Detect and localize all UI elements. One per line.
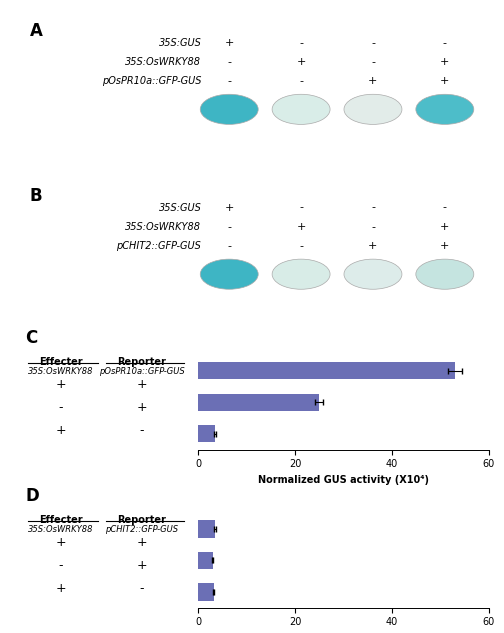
Text: 35S:OsWRKY88: 35S:OsWRKY88 (28, 525, 94, 534)
Text: +: + (55, 377, 66, 391)
Text: -: - (227, 222, 231, 232)
Text: 35S:GUS: 35S:GUS (159, 203, 202, 213)
Text: +: + (296, 222, 306, 232)
Bar (198, 520, 215, 537)
Text: -: - (227, 77, 231, 86)
Text: Reporter: Reporter (117, 357, 166, 367)
Ellipse shape (344, 259, 402, 289)
Text: +: + (440, 222, 450, 232)
Ellipse shape (416, 259, 474, 289)
Text: pCHIT2::GFP-GUS: pCHIT2::GFP-GUS (105, 525, 178, 534)
Text: +: + (368, 77, 377, 86)
Text: +: + (296, 57, 306, 67)
Text: +: + (440, 241, 450, 251)
Text: +: + (55, 582, 66, 595)
Text: B: B (30, 187, 42, 205)
Text: +: + (55, 424, 66, 437)
Text: A: A (30, 22, 43, 41)
Text: pOsPR10a::GFP-GUS: pOsPR10a::GFP-GUS (99, 367, 184, 376)
Text: C: C (25, 329, 37, 347)
Text: -: - (299, 37, 303, 47)
Text: D: D (25, 487, 39, 505)
Bar (198, 394, 319, 411)
Text: -: - (139, 582, 144, 595)
Text: +: + (224, 203, 234, 213)
Text: -: - (299, 203, 303, 213)
Ellipse shape (344, 94, 402, 125)
Text: -: - (371, 57, 375, 67)
Text: +: + (136, 536, 147, 549)
Text: +: + (224, 37, 234, 47)
Text: 35S:OsWRKY88: 35S:OsWRKY88 (125, 222, 202, 232)
Text: -: - (227, 57, 231, 67)
Text: -: - (299, 77, 303, 86)
Text: +: + (136, 401, 147, 414)
Text: -: - (58, 401, 63, 414)
Text: -: - (371, 37, 375, 47)
Ellipse shape (272, 94, 330, 125)
Ellipse shape (272, 259, 330, 289)
Text: -: - (371, 203, 375, 213)
Bar (198, 425, 215, 442)
Text: 35S:OsWRKY88: 35S:OsWRKY88 (28, 367, 94, 376)
Text: +: + (136, 377, 147, 391)
Text: 35S:GUS: 35S:GUS (159, 37, 202, 47)
Ellipse shape (416, 94, 474, 125)
Text: -: - (299, 241, 303, 251)
Text: -: - (139, 424, 144, 437)
Text: 35S:OsWRKY88: 35S:OsWRKY88 (125, 57, 202, 67)
Text: -: - (443, 203, 447, 213)
Text: +: + (368, 241, 377, 251)
Text: +: + (55, 536, 66, 549)
Text: +: + (440, 57, 450, 67)
Text: -: - (227, 241, 231, 251)
Bar (198, 552, 213, 569)
Ellipse shape (200, 259, 258, 289)
Text: pOsPR10a::GFP-GUS: pOsPR10a::GFP-GUS (102, 77, 202, 86)
Text: -: - (443, 37, 447, 47)
Text: -: - (58, 559, 63, 572)
Text: +: + (440, 77, 450, 86)
Bar (198, 362, 455, 379)
Text: pCHIT2::GFP-GUS: pCHIT2::GFP-GUS (116, 241, 202, 251)
Text: +: + (136, 559, 147, 572)
Ellipse shape (200, 94, 258, 125)
Text: Effecter: Effecter (39, 515, 83, 525)
X-axis label: Normalized GUS activity (X10⁴): Normalized GUS activity (X10⁴) (258, 475, 429, 485)
Text: -: - (371, 222, 375, 232)
Bar (198, 583, 214, 601)
Text: Effecter: Effecter (39, 357, 83, 367)
Text: Reporter: Reporter (117, 515, 166, 525)
